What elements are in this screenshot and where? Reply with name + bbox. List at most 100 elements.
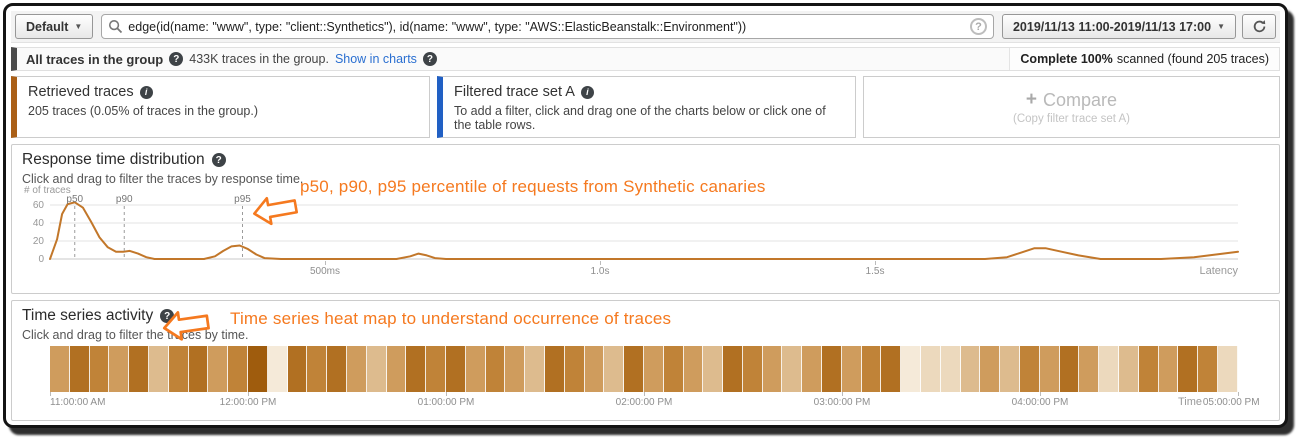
compare-subtitle: (Copy filter trace set A) [1013,113,1130,125]
heatmap-cell[interactable] [386,346,407,392]
heatmap-cell[interactable] [742,346,763,392]
heatmap-cell[interactable] [663,346,684,392]
heatmap-cell[interactable] [604,346,625,392]
heatmap-cell[interactable] [921,346,941,392]
heatmap-cell[interactable] [544,346,565,392]
heatmap-cell[interactable] [802,346,823,392]
heatmap-cell[interactable] [1099,346,1120,392]
x-tick-label: 500ms [309,266,341,277]
heatmap-cell[interactable] [327,346,347,392]
retrieved-traces-title: Retrieved traces [28,84,134,100]
heatmap-cell[interactable] [1020,346,1040,392]
refresh-button[interactable] [1242,14,1276,39]
left-arrow-icon [253,196,299,226]
help-icon[interactable]: ? [422,52,437,66]
help-icon[interactable]: ? [169,52,184,66]
heatmap-cell[interactable] [703,346,724,392]
search-help-icon[interactable]: ? [969,18,987,35]
response-time-chart[interactable]: # of traces 0 20 40 60 p50 p90 p95 500ms 1.0s 1.… [22,185,1269,287]
chevron-down-icon: ▼ [74,22,83,31]
filtered-trace-set-card[interactable]: Filtered trace set A i To add a filter, … [437,76,856,138]
heatmap-cell[interactable] [505,346,526,392]
heatmap-cell[interactable] [228,346,248,392]
heatmap-cell[interactable] [1039,346,1060,392]
info-icon[interactable]: i [139,85,153,99]
heatmap-cell[interactable] [247,346,268,392]
heatmap-cell[interactable] [861,346,882,392]
heatmap-cell[interactable] [525,346,545,392]
heatmap-cell[interactable] [1119,346,1139,392]
time-tick-mark [644,392,645,396]
heatmap-cell[interactable] [1158,346,1179,392]
info-icon[interactable]: i [580,85,594,99]
heatmap-cell[interactable] [307,346,328,392]
heatmap-cell[interactable] [841,346,862,392]
heatmap-cell[interactable] [89,346,110,392]
heatmap-cell[interactable] [1218,346,1238,392]
percentile-label: p95 [234,194,251,205]
group-summary-bar: All traces in the group ? 433K traces in… [11,47,1280,71]
heatmap-cell[interactable] [881,346,902,392]
filtered-trace-set-body: To add a filter, click and drag one of t… [454,104,826,132]
response-time-plot[interactable]: 0 20 40 60 p50 p90 p95 [22,193,1268,265]
heatmap-cell[interactable] [1198,346,1219,392]
heatmap-cell[interactable] [901,346,922,392]
heatmap-cell[interactable] [406,346,427,392]
heatmap-cell[interactable] [940,346,961,392]
card-title-row: Filtered trace set A i [454,84,844,100]
heatmap-cell[interactable] [683,346,704,392]
heatmap-cell[interactable] [50,346,70,392]
time-range-button[interactable]: 2019/11/13 11:00-2019/11/13 17:00 ▼ [1001,14,1236,39]
heatmap-cell[interactable] [1138,346,1159,392]
heatmap-cell[interactable] [1079,346,1100,392]
heatmap-cell[interactable] [69,346,90,392]
timeseries-heatmap[interactable] [50,346,1238,392]
heatmap-cell[interactable] [584,346,605,392]
help-icon[interactable]: ? [211,153,226,167]
heatmap-cell[interactable] [723,346,743,392]
heatmap-cell[interactable] [782,346,803,392]
heatmap-cell[interactable] [148,346,169,392]
y-tick-label: 20 [33,236,45,247]
group-selector-button[interactable]: Default ▼ [15,14,94,39]
heatmap-cell[interactable] [426,346,446,392]
search-input[interactable] [101,14,994,39]
heatmap-cell[interactable] [366,346,387,392]
time-tick-mark [50,392,51,396]
heatmap-cell[interactable] [980,346,1001,392]
heatmap-cell[interactable] [1178,346,1199,392]
heatmap-cell[interactable] [208,346,229,392]
heatmap-cell[interactable] [624,346,644,392]
heatmap-cell[interactable] [643,346,664,392]
response-time-title: Response time distribution [22,151,205,168]
heatmap-cell[interactable] [168,346,189,392]
heatmap-cell[interactable] [1059,346,1080,392]
heatmap-cell[interactable] [762,346,783,392]
search-bar: ? [101,14,994,39]
x-tick-mark [875,261,876,265]
show-in-charts-link[interactable]: Show in charts [334,52,417,66]
compare-button[interactable]: + Compare [1026,89,1117,111]
heatmap-cell[interactable] [267,346,288,392]
time-tick-label: 03:00:00 PM [813,397,871,408]
retrieved-traces-card[interactable]: Retrieved traces i 205 traces (0.05% of … [11,76,430,138]
heatmap-cell[interactable] [346,346,367,392]
heatmap-cell[interactable] [129,346,149,392]
heatmap-cell[interactable] [822,346,842,392]
heatmap-cell[interactable] [287,346,308,392]
y-tick-label: 40 [33,218,45,229]
heatmap-cell[interactable] [188,346,209,392]
heatmap-cell[interactable] [1000,346,1021,392]
scan-status-complete: Complete 100% [1020,52,1113,66]
heatmap-cell[interactable] [485,346,506,392]
heatmap-cell[interactable] [465,346,486,392]
time-tick-mark [1238,392,1239,396]
latency-axis: 500ms 1.0s 1.5s Latency [22,261,1269,279]
heatmap-cell[interactable] [445,346,466,392]
heatmap-cell[interactable] [564,346,585,392]
heatmap-cell[interactable] [960,346,981,392]
x-tick-mark [325,261,326,265]
heatmap-cell[interactable] [109,346,130,392]
response-time-panel: Response time distribution ? Click and d… [11,144,1280,294]
app-window: Default ▼ ? 2019/11/13 11:00-2019/11/13 … [3,3,1288,428]
